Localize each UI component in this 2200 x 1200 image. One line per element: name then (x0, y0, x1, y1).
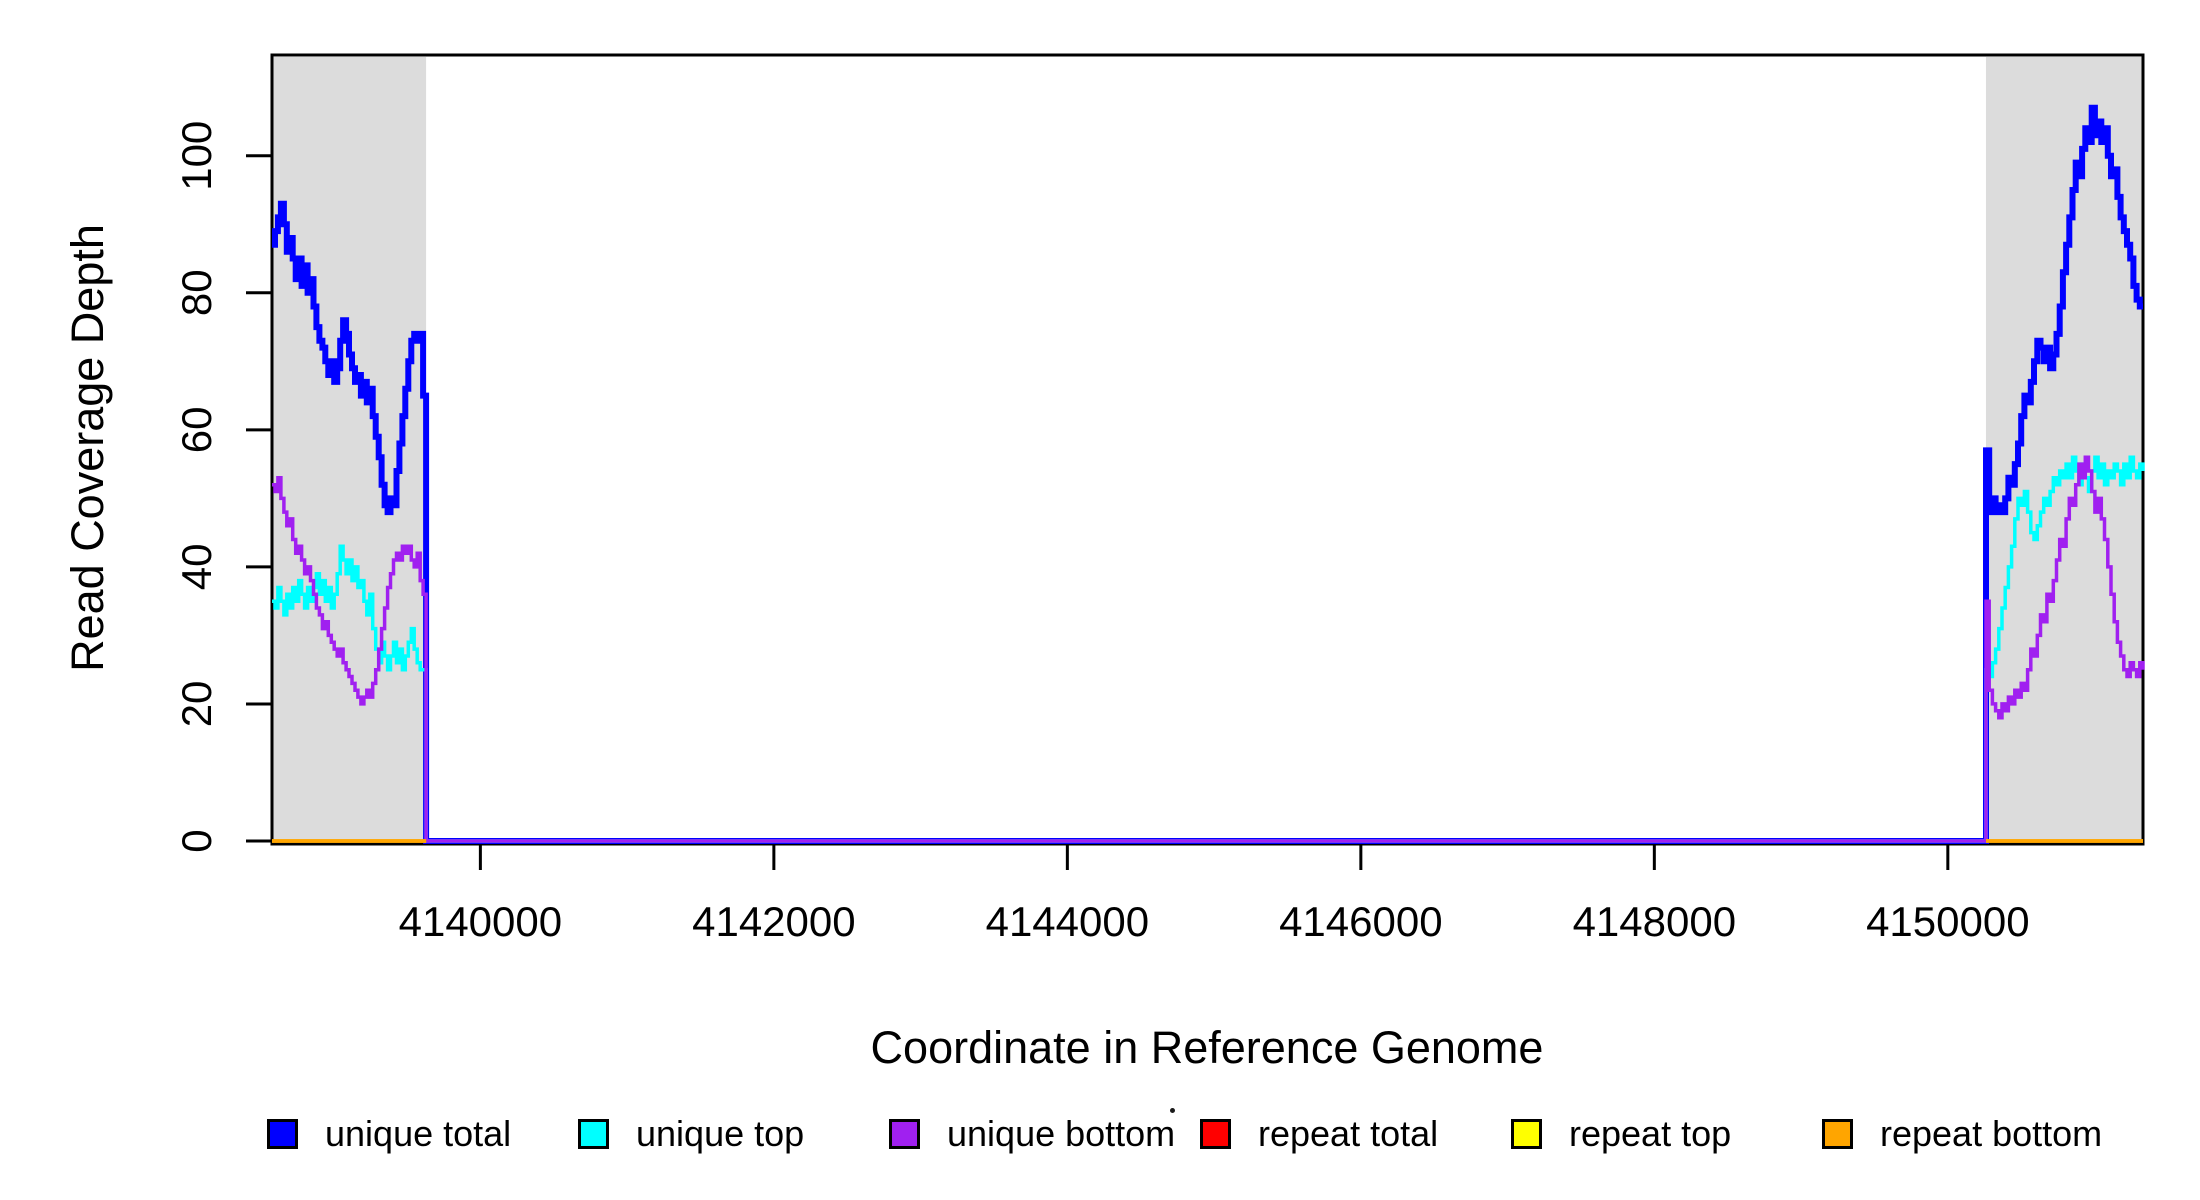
x-tick-label: 4150000 (1866, 898, 2030, 945)
series-unique-top (272, 455, 2145, 843)
x-tick-label: 4140000 (399, 898, 563, 945)
y-tick-label: 100 (173, 121, 220, 191)
x-tick-label: 4144000 (986, 898, 1150, 945)
y-tick-label: 40 (173, 544, 220, 591)
x-tick-label: 4146000 (1279, 898, 1443, 945)
x-axis-title: Coordinate in Reference Genome (870, 1022, 1544, 1073)
x-axis-ticks: 4140000 4142000 4144000 4146000 4148000 41500… (399, 844, 2030, 945)
series-unique-bottom (272, 455, 2145, 843)
y-axis-ticks: 0 20 40 60 80 100 (173, 121, 272, 853)
y-tick-label: 60 (173, 406, 220, 453)
repeat-region-bands (272, 57, 2143, 841)
x-tick-label: 4148000 (1573, 898, 1737, 945)
x-tick-label: 4142000 (692, 898, 856, 945)
y-tick-label: 80 (173, 269, 220, 316)
series-unique-total (272, 104, 2143, 844)
y-tick-label: 0 (173, 829, 220, 852)
y-tick-label: 20 (173, 681, 220, 728)
repeat-region-band (272, 57, 427, 841)
y-axis-title: Read Coverage Depth (62, 224, 113, 672)
plot-box (270, 53, 2145, 846)
